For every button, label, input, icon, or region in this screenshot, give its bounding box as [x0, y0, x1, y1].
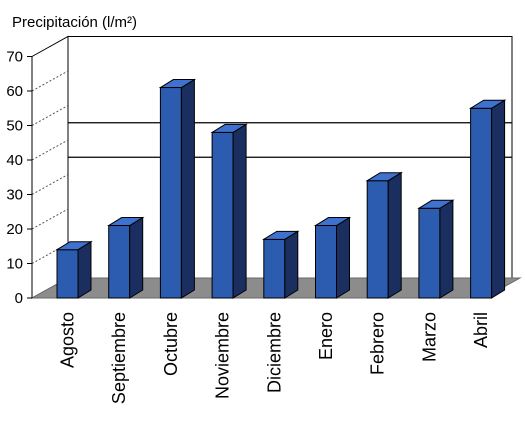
bar-top [158, 79, 197, 89]
bar-top [468, 99, 507, 109]
bar-side [77, 240, 92, 299]
x-category-label: Agosto [58, 312, 78, 368]
bar-side [387, 171, 402, 299]
y-tick-label: 0 [15, 290, 23, 307]
side-wall-gridline [31, 70, 69, 92]
bar-side [491, 99, 506, 299]
bar-front [108, 225, 131, 299]
y-tick-label: 70 [6, 49, 23, 66]
x-category-label: Diciembre [264, 312, 284, 393]
x-category-label: Enero [316, 312, 336, 360]
bar-top [106, 217, 145, 227]
side-wall-gridline [31, 105, 69, 126]
x-category-label: Marzo [419, 312, 439, 362]
x-category-label: Febrero [368, 312, 388, 375]
bar-top [55, 241, 93, 251]
bar-front [159, 87, 182, 299]
side-wall-gridline [31, 139, 69, 161]
side-wall-gridline [31, 174, 69, 195]
bar-side [439, 199, 454, 299]
x-category-label: Noviembre [213, 312, 233, 399]
bar-front [56, 249, 79, 299]
x-category-label: Octubre [161, 312, 181, 376]
x-category-label: Abril [471, 312, 491, 348]
bar-front [418, 207, 441, 299]
bar-top [365, 172, 403, 182]
x-category-label: Septiembre [109, 312, 129, 404]
y-tick-label: 50 [6, 118, 23, 135]
bar-side [232, 123, 247, 299]
bar-top [262, 230, 300, 240]
side-wall-gridline [31, 243, 69, 264]
bar-front [263, 238, 286, 299]
bar-side [284, 230, 299, 299]
y-tick-label: 20 [6, 221, 23, 238]
bar-front [211, 131, 234, 299]
bar-front [470, 107, 493, 299]
bar-front [315, 225, 337, 299]
y-tick-label: 30 [6, 187, 23, 204]
bar-side [180, 78, 195, 299]
bar-side [336, 216, 350, 299]
bar-top [417, 199, 455, 209]
y-tick-label: 60 [6, 83, 23, 100]
y-tick-label: 40 [6, 152, 23, 169]
y-tick-label: 10 [6, 256, 23, 273]
bar-side [129, 216, 144, 299]
bar-top [313, 217, 352, 227]
bar-front [366, 180, 389, 299]
bar-top [210, 123, 248, 133]
chart-title: Precipitación (l/m²) [12, 14, 138, 31]
side-wall-gridline [31, 208, 69, 230]
